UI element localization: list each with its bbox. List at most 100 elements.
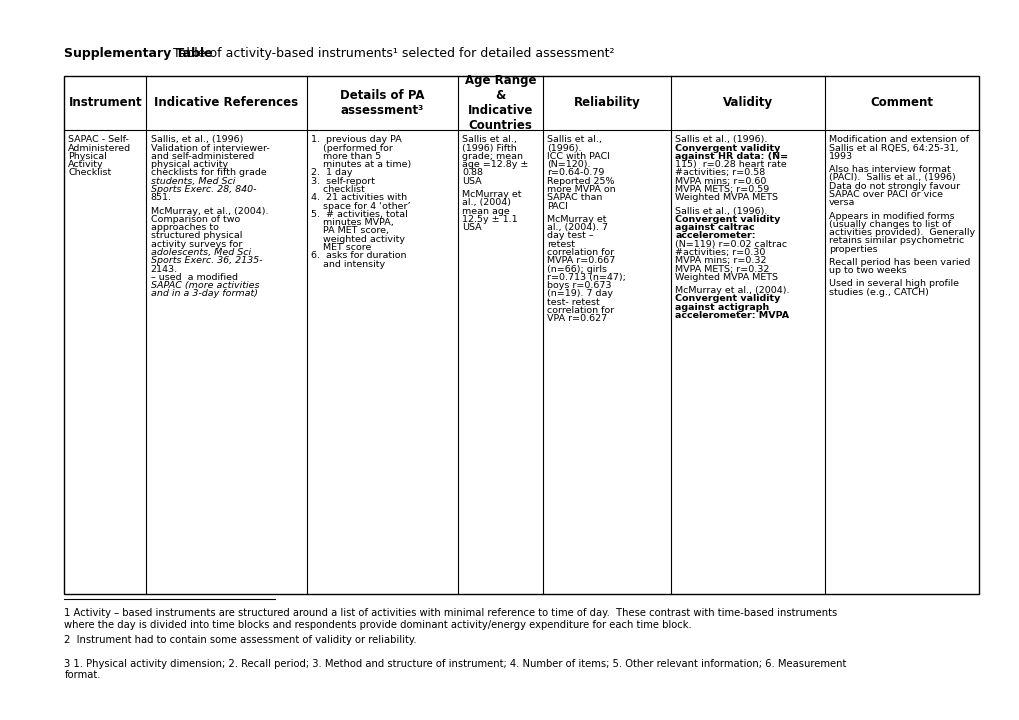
- Text: checklists for fifth grade: checklists for fifth grade: [151, 168, 266, 177]
- Text: Comment: Comment: [870, 96, 932, 109]
- Text: Sallis et al RQES, 64:25-31,: Sallis et al RQES, 64:25-31,: [828, 143, 958, 153]
- Text: (1996).: (1996).: [546, 143, 581, 153]
- Text: Weighted MVPA METS: Weighted MVPA METS: [675, 273, 777, 282]
- Text: Activity: Activity: [68, 160, 104, 169]
- Text: McMurray et: McMurray et: [462, 190, 521, 199]
- Text: Sallis et al.,: Sallis et al.,: [546, 135, 601, 144]
- Text: adolescents, Med Sci: adolescents, Med Sci: [151, 248, 251, 257]
- Text: al., (2004): al., (2004): [462, 198, 511, 207]
- Text: and intensity: and intensity: [311, 259, 384, 269]
- Text: minutes at a time): minutes at a time): [311, 160, 411, 169]
- Text: 2  Instrument had to contain some assessment of validity or reliability.: 2 Instrument had to contain some assessm…: [64, 635, 417, 645]
- Text: 4.  21 activities with: 4. 21 activities with: [311, 193, 407, 202]
- Text: Validity: Validity: [722, 96, 772, 109]
- Text: against actigraph: against actigraph: [675, 302, 768, 312]
- Text: Data do not strongly favour: Data do not strongly favour: [828, 181, 959, 191]
- Text: Sallis et al., (1996).: Sallis et al., (1996).: [675, 135, 766, 144]
- Text: MVPA r=0.667: MVPA r=0.667: [546, 256, 614, 265]
- Text: SAPAC - Self-: SAPAC - Self-: [68, 135, 129, 144]
- Text: 851.: 851.: [151, 193, 171, 202]
- Text: Convergent validity: Convergent validity: [675, 294, 780, 303]
- Text: structured physical: structured physical: [151, 231, 242, 240]
- Text: approaches to: approaches to: [151, 223, 218, 232]
- Text: 3.  self-report: 3. self-report: [311, 176, 374, 186]
- Text: correlation for: correlation for: [546, 248, 613, 257]
- Text: 6.  asks for duration: 6. asks for duration: [311, 251, 406, 260]
- Text: Administered: Administered: [68, 143, 131, 153]
- Text: (performed for: (performed for: [311, 143, 392, 153]
- Text: (usually changes to list of: (usually changes to list of: [828, 220, 951, 229]
- Text: Recall period has been varied: Recall period has been varied: [828, 258, 970, 267]
- Text: (n=19). 7 day: (n=19). 7 day: [546, 289, 612, 298]
- Text: SAPAC than: SAPAC than: [546, 193, 602, 202]
- Text: activities provided).  Generally: activities provided). Generally: [828, 228, 974, 237]
- Text: 5.  # activities, total: 5. # activities, total: [311, 210, 407, 219]
- Text: #activities; r=0.30: #activities; r=0.30: [675, 248, 764, 257]
- Text: #activities; r=0.58: #activities; r=0.58: [675, 168, 764, 177]
- Text: mean age: mean age: [462, 207, 510, 215]
- Text: 1.  previous day PA: 1. previous day PA: [311, 135, 401, 144]
- Text: Sallis et al., (1996).: Sallis et al., (1996).: [675, 207, 766, 215]
- Text: 0.88: 0.88: [462, 168, 483, 177]
- Text: Physical: Physical: [68, 152, 107, 161]
- Text: students, Med Sci: students, Med Sci: [151, 176, 234, 186]
- Text: r=0.713 (n=47);: r=0.713 (n=47);: [546, 273, 626, 282]
- Text: PA MET score,: PA MET score,: [311, 226, 388, 235]
- Text: and in a 3-day format): and in a 3-day format): [151, 289, 258, 298]
- Text: Weighted MVPA METS: Weighted MVPA METS: [675, 193, 777, 202]
- Text: retains similar psychometric: retains similar psychometric: [828, 236, 964, 246]
- Text: USA: USA: [462, 176, 481, 186]
- Text: MVPA mins; r=0.32: MVPA mins; r=0.32: [675, 256, 766, 265]
- Text: retest: retest: [546, 240, 575, 248]
- Text: (PACI).  Sallis et al., (1996): (PACI). Sallis et al., (1996): [828, 174, 955, 182]
- Text: Sallis et al.,: Sallis et al.,: [462, 135, 517, 144]
- Text: McMurray et: McMurray et: [546, 215, 606, 224]
- Text: Comparison of two: Comparison of two: [151, 215, 239, 224]
- Text: activity surveys for: activity surveys for: [151, 240, 242, 248]
- Text: grade; mean: grade; mean: [462, 152, 523, 161]
- Text: Used in several high profile: Used in several high profile: [828, 279, 958, 289]
- Text: Details of PA
assessment³: Details of PA assessment³: [339, 89, 424, 117]
- Text: age =12.8y ±: age =12.8y ±: [462, 160, 528, 169]
- Text: r=0.64-0.79: r=0.64-0.79: [546, 168, 604, 177]
- Text: (N=120).: (N=120).: [546, 160, 590, 169]
- Text: 2143.: 2143.: [151, 264, 177, 274]
- Text: weighted activity: weighted activity: [311, 235, 405, 243]
- Text: USA: USA: [462, 223, 481, 232]
- Text: checklist: checklist: [311, 185, 364, 194]
- Text: 1 Activity – based instruments are structured around a list of activities with m: 1 Activity – based instruments are struc…: [64, 608, 837, 630]
- Text: properties: properties: [828, 245, 877, 253]
- Text: (n=66); girls: (n=66); girls: [546, 264, 606, 274]
- Text: 115)  r=0.28 heart rate: 115) r=0.28 heart rate: [675, 160, 786, 169]
- Text: MVPA METS; r=0.59: MVPA METS; r=0.59: [675, 185, 768, 194]
- Bar: [64, 76, 978, 594]
- Text: al., (2004). 7: al., (2004). 7: [546, 223, 607, 232]
- Text: MET score: MET score: [311, 243, 371, 252]
- Text: more than 5: more than 5: [311, 152, 380, 161]
- Text: Convergent validity: Convergent validity: [675, 143, 780, 153]
- Text: more MVPA on: more MVPA on: [546, 185, 615, 194]
- Text: studies (e.g., CATCH): studies (e.g., CATCH): [828, 288, 928, 297]
- Text: McMurray, et al., (2004).: McMurray, et al., (2004).: [151, 207, 268, 215]
- Text: up to two weeks: up to two weeks: [828, 266, 906, 275]
- Text: against HR data: (N=: against HR data: (N=: [675, 152, 788, 161]
- Text: 2.  1 day: 2. 1 day: [311, 168, 352, 177]
- Text: MVPA mins; r=0.60: MVPA mins; r=0.60: [675, 176, 765, 186]
- Text: against caltrac: against caltrac: [675, 223, 754, 232]
- Text: accelerometer:: accelerometer:: [675, 231, 755, 240]
- Text: Validation of interviewer-: Validation of interviewer-: [151, 143, 269, 153]
- Text: Sports Exerc. 36, 2135-: Sports Exerc. 36, 2135-: [151, 256, 262, 265]
- Text: 3 1. Physical activity dimension; 2. Recall period; 3. Method and structure of i: 3 1. Physical activity dimension; 2. Rec…: [64, 659, 846, 680]
- Text: Reported 25%: Reported 25%: [546, 176, 613, 186]
- Text: McMurray et al., (2004).: McMurray et al., (2004).: [675, 286, 789, 295]
- Text: test- retest: test- retest: [546, 297, 599, 307]
- Text: versa: versa: [828, 198, 855, 207]
- Text: Convergent validity: Convergent validity: [675, 215, 780, 224]
- Text: – used  a modified: – used a modified: [151, 273, 237, 282]
- Text: PACI: PACI: [546, 202, 568, 210]
- Text: . Table of activity-based instruments¹ selected for detailed assessment²: . Table of activity-based instruments¹ s…: [165, 47, 613, 60]
- Text: Also has interview format: Also has interview format: [828, 165, 950, 174]
- Text: (N=119) r=0.02 caltrac: (N=119) r=0.02 caltrac: [675, 240, 787, 248]
- Text: SAPAC (more activities: SAPAC (more activities: [151, 281, 259, 290]
- Text: day test –: day test –: [546, 231, 593, 240]
